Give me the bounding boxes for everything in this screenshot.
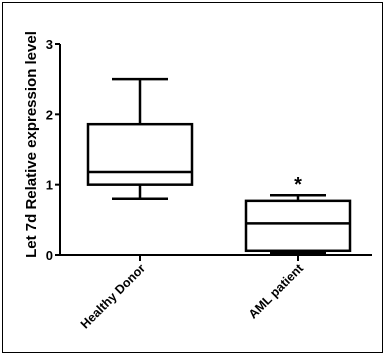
x-category-label: AML patient <box>246 261 307 322</box>
x-category-label: Healthy Donor <box>78 261 148 331</box>
y-tick-label: 2 <box>46 107 53 122</box>
y-tick-label: 1 <box>46 178 53 193</box>
interquartile-box <box>86 122 194 186</box>
interquartile-box <box>244 199 352 253</box>
box-healthy-donor: Healthy Donor <box>78 77 194 332</box>
y-axis-title: Let 7d Relative expression level <box>23 31 40 258</box>
box-aml-patient: AML patient * <box>244 174 352 322</box>
significance-marker: * <box>294 174 302 196</box>
y-tick-label: 3 <box>46 37 53 52</box>
y-axis-ticks: 0 1 2 3 <box>46 37 60 263</box>
y-tick-label: 0 <box>46 248 53 263</box>
